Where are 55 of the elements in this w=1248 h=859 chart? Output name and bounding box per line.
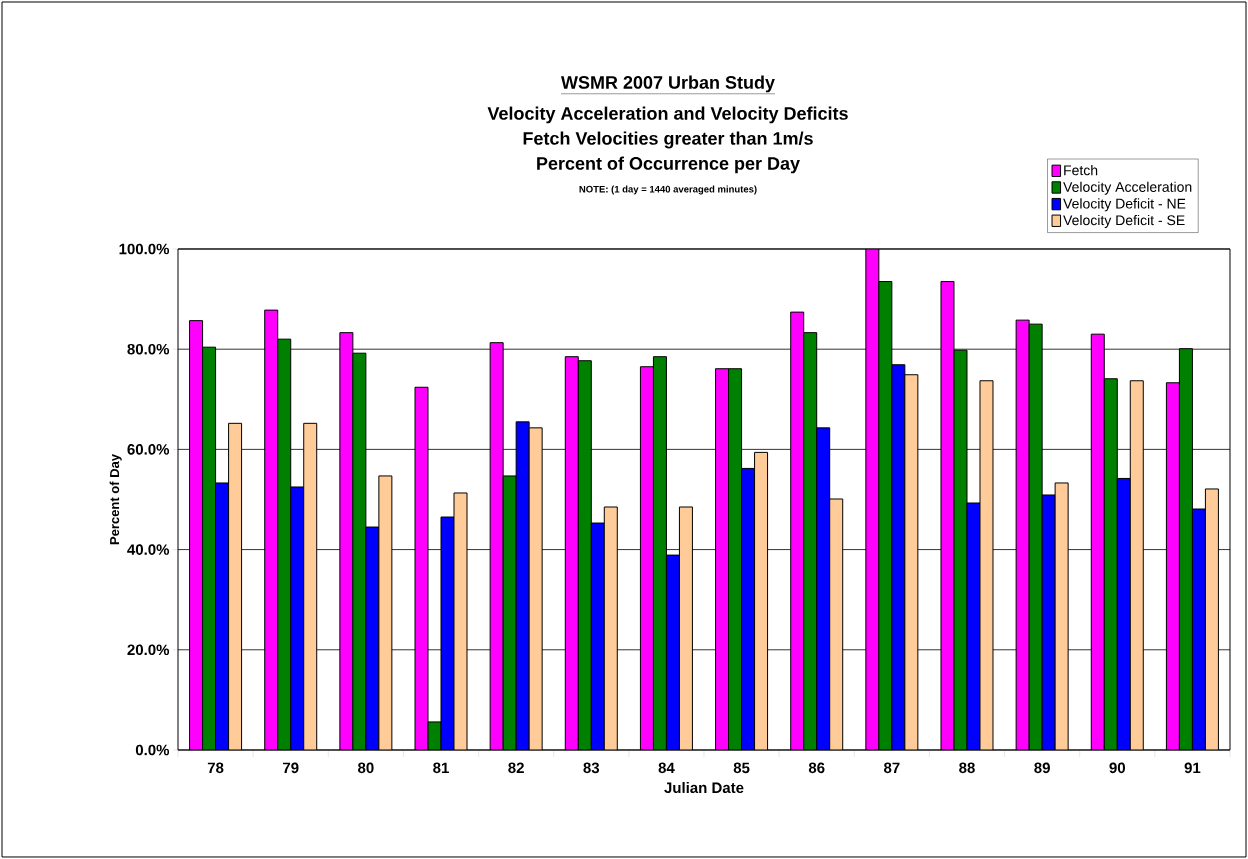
x-tick-label: 80 (357, 762, 374, 774)
bar (1103, 378, 1118, 750)
x-axis-title: Julian Date (664, 782, 744, 794)
y-axis-title: Percent of Day (109, 454, 122, 545)
x-tick-label: 88 (959, 762, 975, 774)
bar (678, 506, 693, 750)
legend-label: Velocity Deficit - SE (1063, 214, 1185, 228)
bar (1116, 477, 1131, 750)
bar (652, 356, 667, 750)
bar (1129, 380, 1144, 750)
y-tick-label: 0.0% (135, 744, 170, 756)
bar (303, 422, 318, 750)
x-tick-label: 85 (733, 762, 750, 774)
bar (741, 467, 756, 750)
bar (590, 522, 605, 750)
bar (1204, 488, 1219, 750)
bar (603, 506, 618, 750)
legend-label: Fetch (1064, 165, 1098, 176)
y-tick-label: 80.0% (127, 343, 170, 355)
x-tick-label: 82 (508, 762, 524, 774)
bar (754, 451, 769, 750)
x-tick-label: 79 (283, 762, 299, 774)
bar (1191, 508, 1206, 750)
bar (277, 338, 292, 750)
x-tick-label: 89 (1034, 762, 1050, 774)
legend-label: Velocity Deficit - NE (1063, 198, 1186, 212)
x-tick-label: 86 (808, 762, 825, 774)
bar (215, 482, 230, 750)
bar (202, 346, 217, 750)
bar (228, 422, 243, 750)
text: Velocity Acceleration and Velocity Deficits (487, 106, 848, 124)
x-tick-label: 78 (207, 762, 224, 774)
bar (577, 360, 592, 750)
bar (829, 498, 844, 750)
chart-title: WSMR 2007 Urban Study (561, 75, 775, 93)
text: Percent of Occurrence per Day (537, 156, 800, 174)
y-tick-label: 20.0% (127, 644, 170, 656)
y-tick-label: 60.0% (127, 444, 170, 455)
bar (803, 332, 818, 750)
bar (816, 427, 831, 750)
y-tick-label: 40.0% (127, 544, 170, 555)
legend-label: Velocity Acceleration (1063, 181, 1192, 195)
text: NOTE: (1 day = 1440 averaged minutes) (579, 185, 757, 195)
y-tick-label: 100.0% (119, 243, 170, 255)
bar (1178, 348, 1193, 750)
x-tick-label: 83 (583, 762, 600, 774)
x-tick-label: 81 (433, 762, 449, 774)
x-tick-label: 91 (1184, 762, 1201, 774)
text: Fetch Velocities greater than 1m/s (523, 131, 813, 149)
bar (665, 554, 680, 750)
bar (728, 368, 743, 750)
x-tick-label: 90 (1109, 762, 1125, 774)
x-tick-label: 84 (658, 762, 675, 774)
bar (290, 486, 305, 750)
x-tick-label: 87 (883, 762, 900, 774)
